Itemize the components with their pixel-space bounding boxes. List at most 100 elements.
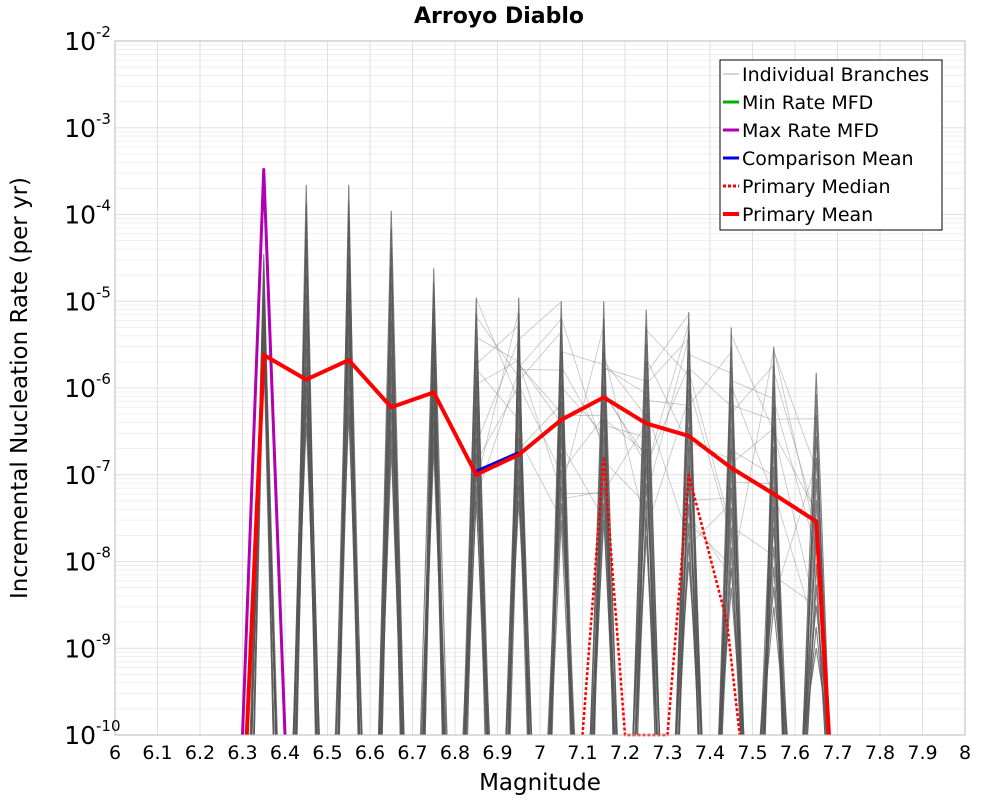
branch-spike (718, 327, 775, 736)
x-tick-label: 7.3 (652, 742, 682, 764)
branch-connector (518, 318, 562, 368)
branch-line (378, 393, 404, 736)
y-tick-label: 10 -4 (64, 197, 111, 230)
branch-connector (603, 360, 647, 417)
branch-connector (603, 393, 647, 458)
branch-connector (475, 368, 520, 421)
y-tick-label: 10 -9 (64, 630, 111, 663)
x-axis-ticks: 6 6.1 6.2 6.3 6.4 6.5 6.6 6.7 6.8 6.9 7 7.1 7.2 7.3 7.… (109, 742, 971, 764)
primary-mean-line (244, 353, 831, 736)
branch-line (632, 483, 661, 736)
branch-connector (645, 323, 690, 469)
branch-line (547, 435, 576, 736)
x-tick-label: 8 (959, 742, 971, 764)
branch-line (761, 566, 786, 736)
branch-line (590, 486, 617, 736)
x-tick-label: 6.8 (440, 742, 470, 764)
branch-connector (645, 358, 690, 446)
branch-line (463, 344, 489, 736)
branch-line (505, 375, 533, 736)
branch-line (550, 520, 572, 736)
branch-connector (475, 316, 520, 378)
branch-connector (560, 444, 605, 519)
branch-line (380, 448, 403, 736)
branch-line (760, 606, 787, 736)
x-tick-label: 7.6 (780, 742, 810, 764)
branch-connector (645, 337, 690, 497)
x-tick-label: 7.1 (567, 742, 597, 764)
y-tick-label: 10 -8 (64, 544, 111, 577)
branch-connector (730, 428, 775, 464)
branch-line (422, 448, 446, 736)
y-tick-label: 10 -10 (64, 717, 120, 750)
legend-item: Primary Mean (723, 204, 873, 226)
branch-spike (632, 309, 690, 736)
branch-connector (476, 337, 519, 362)
branch-connector (518, 364, 562, 414)
branch-line (377, 265, 405, 736)
branch-connector (603, 366, 647, 395)
legend-label: Max Rate MFD (742, 120, 879, 142)
branch-connector (645, 408, 690, 541)
x-tick-label: 6.1 (142, 742, 172, 764)
branch-line (508, 469, 530, 736)
branch-line (253, 346, 274, 736)
y-tick-exponent: -9 (96, 630, 111, 648)
legend-item: Comparison Mean (723, 148, 914, 170)
branch-line (292, 422, 320, 736)
branch-connector (688, 351, 732, 406)
y-tick-exponent: -3 (96, 110, 111, 128)
branch-connector (475, 310, 520, 484)
legend-label: Individual Branches (742, 64, 929, 86)
x-tick-label: 7.5 (737, 742, 767, 764)
branch-line (589, 351, 618, 736)
y-tick-label: 10 -5 (64, 283, 111, 316)
plot-frame (114, 40, 966, 736)
branch-connector (731, 380, 774, 400)
legend-box (719, 59, 943, 231)
branch-line (635, 535, 658, 736)
branch-connector (688, 367, 732, 407)
branch-connector (603, 460, 647, 505)
branch-connector (518, 301, 562, 340)
branch-spike (589, 301, 647, 736)
branch-connector (603, 418, 647, 454)
branch-line (252, 332, 275, 736)
branch-spike (505, 297, 562, 736)
x-tick-label: 7 (534, 742, 546, 764)
branch-connector (645, 337, 690, 385)
branch-line (335, 220, 362, 736)
branch-connector (773, 350, 817, 470)
legend-label: Comparison Mean (742, 148, 914, 170)
y-tick-base: 10 (64, 114, 96, 143)
branch-line (548, 318, 574, 736)
y-tick-base: 10 (64, 201, 96, 230)
x-tick-label: 6.6 (355, 742, 385, 764)
branch-connector (518, 384, 562, 474)
individual-branches (249, 184, 831, 736)
branch-connector (603, 351, 647, 529)
legend-label: Min Rate MFD (742, 92, 873, 114)
branch-connector (518, 368, 562, 371)
branch-line (719, 567, 744, 736)
y-tick-exponent: -4 (96, 197, 111, 215)
branch-connector (475, 339, 520, 444)
branch-connector (773, 370, 817, 521)
x-axis-label: Magnitude (479, 770, 601, 796)
branch-connector (561, 491, 604, 500)
legend-label: Primary Median (742, 176, 891, 198)
branch-line (678, 542, 700, 736)
branch-line (337, 396, 361, 736)
branch-line (760, 546, 787, 736)
branch-connector (476, 359, 519, 385)
branch-spike (759, 346, 817, 736)
branch-connector (560, 416, 605, 473)
branch-connector (730, 348, 775, 577)
y-tick-base: 10 (64, 721, 96, 750)
branch-spike (249, 254, 278, 736)
branch-spike (547, 301, 605, 736)
y-tick-base: 10 (64, 27, 96, 56)
branch-connector (688, 385, 732, 536)
branch-line (380, 375, 403, 736)
